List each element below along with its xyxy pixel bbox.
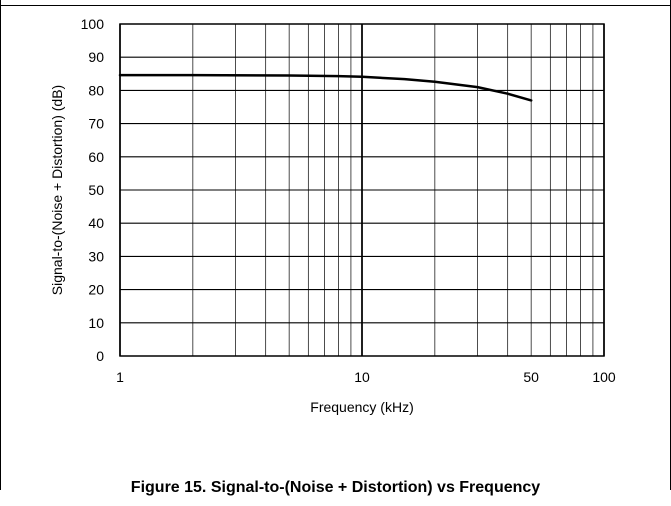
y-tick-label: 60	[88, 149, 104, 165]
y-tick-label: 0	[96, 348, 104, 364]
y-tick-label: 70	[88, 116, 104, 132]
x-tick-label: 100	[592, 369, 616, 385]
y-tick-labels: 0 10 20 30 40 50 60 70 80 90 100	[81, 16, 105, 364]
y-tick-label: 20	[88, 282, 104, 298]
page-frame-left	[0, 0, 1, 490]
y-tick-label: 40	[88, 215, 104, 231]
series-line	[118, 73, 533, 102]
figure-caption: Figure 15. Signal-to-(Noise + Distortion…	[130, 479, 541, 496]
y-tick-label: 80	[88, 82, 104, 98]
plot-area-border	[119, 23, 605, 357]
y-axis-label: Signal-to-(Noise + Distortion) (dB)	[49, 85, 65, 295]
x-tick-label: 10	[354, 369, 370, 385]
x-tick-label: 50	[523, 369, 539, 385]
series-group	[118, 73, 533, 102]
page-frame-top	[0, 0, 671, 6]
x-tick-labels: 1 10 50 100	[116, 369, 616, 385]
x-tick-label: 1	[116, 369, 124, 385]
y-tick-label: 100	[81, 16, 105, 32]
y-tick-label: 90	[88, 49, 104, 65]
y-tick-label: 10	[88, 315, 104, 331]
x-axis-label: Frequency (kHz)	[310, 399, 413, 415]
y-tick-label: 30	[88, 248, 104, 264]
y-tick-label: 50	[88, 182, 104, 198]
